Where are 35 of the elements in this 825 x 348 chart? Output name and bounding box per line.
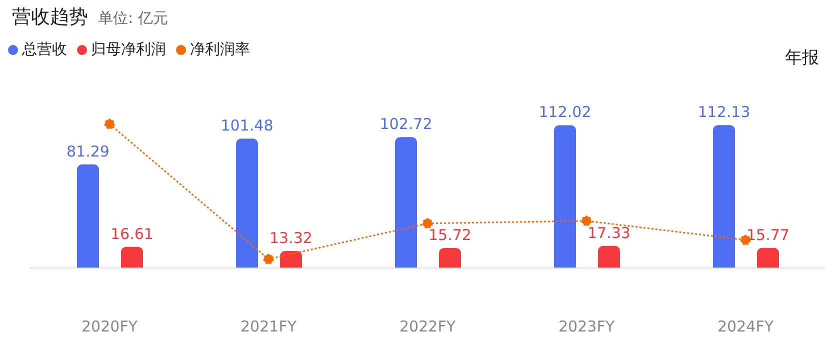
data-label: 102.72 bbox=[380, 115, 432, 134]
data-label: 81.29 bbox=[66, 142, 110, 160]
bar bbox=[77, 164, 99, 268]
point bbox=[581, 216, 592, 226]
bar bbox=[598, 246, 620, 268]
chart-subtitle: 单位: 亿元 bbox=[98, 9, 168, 27]
data-label: 101.48 bbox=[220, 116, 274, 135]
bar bbox=[554, 125, 576, 268]
legend-label: 归母净利润 bbox=[91, 40, 166, 58]
text: 年报 bbox=[785, 47, 819, 69]
point bbox=[104, 118, 115, 130]
bar bbox=[439, 248, 461, 268]
bar bbox=[121, 246, 143, 268]
x-tick-label: 2021FY bbox=[240, 318, 298, 336]
bar bbox=[236, 138, 258, 268]
bar bbox=[395, 137, 417, 268]
bar bbox=[280, 251, 302, 268]
x-tick-label: 2024FY bbox=[718, 318, 774, 336]
point bbox=[263, 254, 274, 264]
legend-label: 总营收 bbox=[22, 40, 67, 58]
chart-title: 营收趋势 bbox=[12, 6, 88, 28]
data-label: 112.02 bbox=[538, 103, 592, 122]
data-label: 13.32 bbox=[270, 229, 312, 248]
data-label: 112.13 bbox=[698, 103, 750, 122]
x-tick-label: 2023FY bbox=[558, 318, 616, 336]
legend-label: 净利润率 bbox=[190, 40, 250, 58]
data-label: 16.61 bbox=[110, 224, 154, 243]
bar bbox=[713, 125, 735, 268]
data-label: 15.72 bbox=[428, 226, 472, 244]
x-tick-label: 2022FY bbox=[400, 318, 456, 336]
point bbox=[422, 218, 433, 229]
bar bbox=[757, 248, 779, 268]
x-tick-label: 2020FY bbox=[82, 318, 138, 336]
data-label: 15.77 bbox=[746, 226, 790, 244]
data-label: 17.33 bbox=[588, 224, 630, 242]
